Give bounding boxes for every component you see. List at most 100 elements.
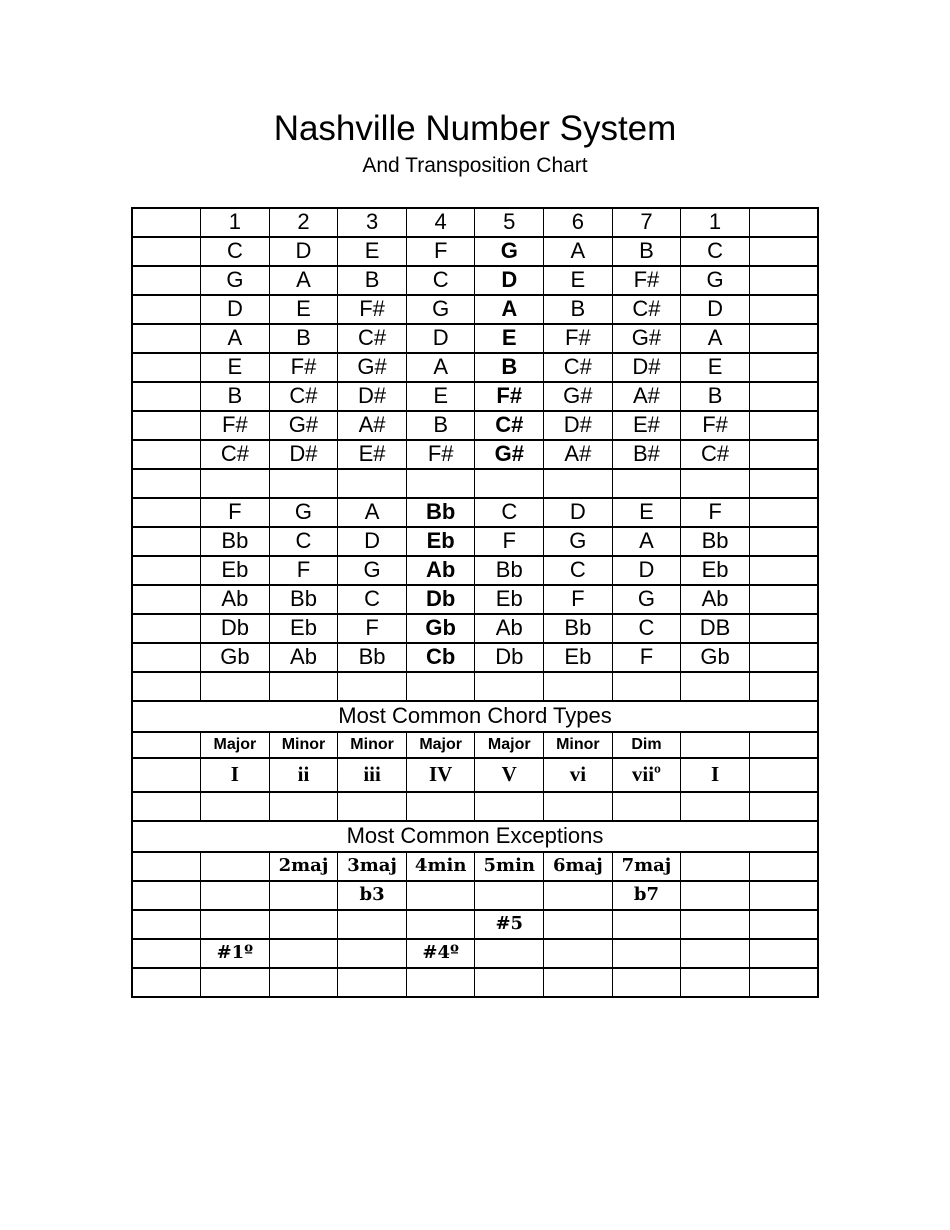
table-cell (680, 908, 750, 940)
table-cell (131, 351, 202, 383)
table-cell (748, 293, 819, 325)
table-cell: 4min (405, 850, 476, 882)
table-cell: F# (680, 409, 750, 441)
table-cell: Ab (474, 612, 545, 644)
table-cell (748, 850, 819, 882)
table-cell: Eb (474, 583, 545, 615)
table-cell (680, 467, 750, 499)
table-cell (131, 264, 202, 296)
table-cell: 1 (680, 206, 750, 238)
table-cell: C (268, 525, 339, 557)
table-cell: 7maj (611, 850, 682, 882)
table-cell (748, 467, 819, 499)
table-cell: F# (200, 409, 270, 441)
table-cell: F# (543, 322, 613, 354)
table-cell (268, 790, 339, 822)
table-cell: 5 (474, 206, 545, 238)
table-cell: A# (543, 438, 613, 470)
table-cell: Gb (200, 641, 270, 673)
table-cell (748, 438, 819, 470)
table-cell (131, 293, 202, 325)
table-cell: V (474, 756, 545, 793)
table-row: G A B C D E F# G (131, 264, 819, 296)
table-cell (131, 641, 202, 673)
table-cell: Minor (543, 730, 613, 759)
table-cell (748, 322, 819, 354)
table-cell (748, 264, 819, 296)
table-cell (131, 467, 202, 499)
table-cell: C# (337, 322, 407, 354)
table-cell: A (268, 264, 339, 296)
table-cell (680, 966, 750, 998)
table-cell: F (543, 583, 613, 615)
table-cell: #5 (474, 908, 545, 940)
table-cell: F# (474, 380, 545, 412)
table-cell: Db (405, 583, 476, 615)
table-cell (748, 554, 819, 586)
table-cell (268, 467, 339, 499)
table-cell: E (268, 293, 339, 325)
table-cell: I (200, 756, 270, 793)
table-cell: 2 (268, 206, 339, 238)
table-cell (337, 908, 407, 940)
table-cell (748, 351, 819, 383)
table-row: #5 (131, 908, 819, 940)
table-cell: D (680, 293, 750, 325)
table-cell (405, 908, 476, 940)
section-title: Most Common Exceptions (131, 819, 819, 853)
table-cell: G# (543, 380, 613, 412)
table-cell (474, 879, 545, 911)
table-cell (474, 467, 545, 499)
table-cell: b7 (611, 879, 682, 911)
table-cell: F# (337, 293, 407, 325)
table-cell (131, 879, 202, 911)
table-cell (748, 235, 819, 267)
table-cell: D (543, 496, 613, 528)
table-cell: E (474, 322, 545, 354)
table-cell (405, 467, 476, 499)
table-cell (337, 467, 407, 499)
table-cell: Eb (543, 641, 613, 673)
table-cell (131, 612, 202, 644)
table-cell (131, 937, 202, 969)
table-cell (131, 583, 202, 615)
table-cell (543, 790, 613, 822)
table-cell: F (680, 496, 750, 528)
table-cell (748, 525, 819, 557)
table-cell (748, 612, 819, 644)
table-cell: Gb (405, 612, 476, 644)
table-row: A B C# D E F# G# A (131, 322, 819, 354)
table-cell: 3maj (337, 850, 407, 882)
table-row (131, 966, 819, 998)
table-cell: A (200, 322, 270, 354)
table-cell (748, 641, 819, 673)
table-cell (405, 966, 476, 998)
table-cell: E (200, 351, 270, 383)
table-row: Major Minor Minor Major Major Minor Dim (131, 730, 819, 759)
table-cell: C (474, 496, 545, 528)
table-cell (131, 525, 202, 557)
table-cell (748, 966, 819, 998)
table-cell: F (268, 554, 339, 586)
table-cell (131, 409, 202, 441)
table-cell: B (680, 380, 750, 412)
table-cell: G (611, 583, 682, 615)
table-row: C# D# E# F# G# A# B# C# (131, 438, 819, 470)
table-cell: D (405, 322, 476, 354)
table-cell (268, 879, 339, 911)
table-row: 2maj 3maj 4min 5min 6maj 7maj (131, 850, 819, 882)
table-cell: A (680, 322, 750, 354)
table-cell: Cb (405, 641, 476, 673)
table-cell (748, 583, 819, 615)
table-cell: Eb (200, 554, 270, 586)
table-cell (474, 937, 545, 969)
table-cell: G# (268, 409, 339, 441)
table-cell: G (268, 496, 339, 528)
table-cell (337, 937, 407, 969)
table-cell: C# (680, 438, 750, 470)
table-cell (131, 966, 202, 998)
table-cell: Ab (268, 641, 339, 673)
table-cell: G# (611, 322, 682, 354)
table-cell (543, 467, 613, 499)
